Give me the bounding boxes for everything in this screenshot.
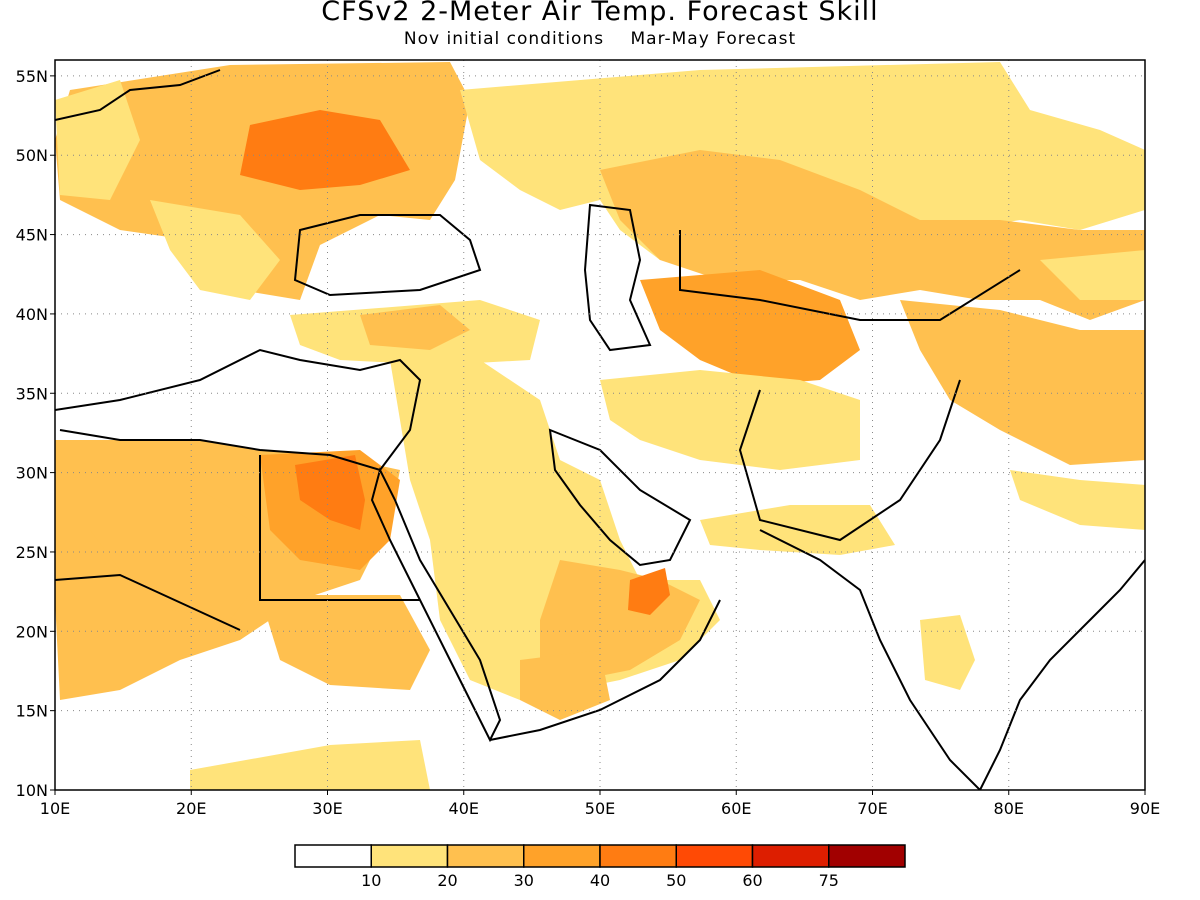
skill-region-turkey-east: [360, 305, 470, 350]
skill-region-egypt-core: [295, 455, 365, 530]
africa-border-1: [259, 455, 420, 601]
colorbar-swatch: [523, 844, 601, 868]
colorbar-label: 50: [666, 871, 686, 890]
lon-tick-label: 20E: [176, 799, 206, 818]
india-west-coast: [759, 529, 981, 790]
colorbar-label: 20: [437, 871, 457, 890]
central-asia-border: [679, 230, 1021, 321]
colorbar-swatch: [751, 844, 830, 868]
lon-tick-label: 10E: [40, 799, 70, 818]
colorbar-swatch: [599, 844, 677, 868]
skill-region-central-asia: [640, 270, 860, 385]
skill-region-sahel: [190, 740, 430, 790]
skill-region-yemen: [520, 650, 610, 720]
skill-region-balkans: [150, 200, 280, 300]
lon-tick-label: 70E: [857, 799, 887, 818]
coastline-layer: [55, 69, 1145, 790]
lon-tick-label: 90E: [1130, 799, 1160, 818]
colorbar-swatch: [828, 844, 906, 868]
colorbar-swatch: [675, 844, 754, 868]
persian-gulf-outline: [548, 428, 692, 567]
caspian-sea-outline: [583, 203, 652, 352]
lat-tick-label: 20N: [16, 622, 48, 641]
skill-region-nepal: [1010, 470, 1145, 530]
lon-tick-label: 50E: [585, 799, 615, 818]
lon-tick-label: 60E: [721, 799, 751, 818]
colorbar-swatch: [446, 844, 525, 868]
colorbar-swatch: [294, 844, 372, 868]
colorbar-label: 10: [361, 871, 381, 890]
pakistan-border: [738, 379, 961, 542]
skill-region-india-south: [920, 615, 975, 690]
colorbar: 10 20 30 40 50 60 75: [294, 844, 906, 890]
arabia-south-coast: [489, 599, 721, 741]
skill-region-oman-core: [628, 568, 670, 615]
lon-tick-label: 30E: [312, 799, 342, 818]
lat-tick-label: 25N: [16, 543, 48, 562]
lat-tick-label: 55N: [16, 67, 48, 86]
lon-tick-label: 80E: [994, 799, 1024, 818]
skill-region-ukraine-core: [240, 110, 410, 190]
india-east-coast: [979, 559, 1145, 790]
black-sea-outline: [293, 214, 482, 297]
lat-tick-label: 30N: [16, 464, 48, 483]
colorbar-label: 75: [819, 871, 839, 890]
skill-region-tibet: [900, 300, 1145, 465]
forecast-period-label: Mar-May Forecast: [630, 29, 797, 49]
skill-region-sudan-north: [260, 595, 430, 690]
lat-tick-label: 10N: [16, 781, 48, 800]
skill-region-libya-core: [90, 490, 260, 620]
skill-region-central-europe: [55, 80, 140, 200]
lat-tick-label: 45N: [16, 226, 48, 245]
lat-tick-label: 35N: [16, 384, 48, 403]
skill-region-iran-east: [600, 370, 860, 470]
map-subtitle: Nov initial conditions Mar-May Forecast: [0, 29, 1200, 49]
lat-tick-label: 15N: [16, 702, 48, 721]
lat-tick-label: 50N: [16, 146, 48, 165]
axis-labels: 10E 20E 30E 40E 50E 60E 70E 80E 90E 55N 50N 45N 40N 3…: [16, 67, 1161, 818]
map-title: CFSv2 2-Meter Air Temp. Forecast Skill: [321, 0, 879, 27]
lon-tick-label: 40E: [449, 799, 479, 818]
initial-conditions-label: Nov initial conditions: [403, 29, 605, 49]
europe-north-coast: [55, 69, 221, 121]
colorbar-swatch: [370, 844, 449, 868]
mediterranean-coast: [55, 348, 422, 472]
colorbar-label: 40: [590, 871, 610, 890]
skill-region-mongolia-west: [1040, 250, 1145, 300]
colorbar-label: 60: [742, 871, 762, 890]
africa-border-2: [55, 573, 241, 631]
lat-tick-label: 40N: [16, 305, 48, 324]
colorbar-label: 30: [514, 871, 534, 890]
